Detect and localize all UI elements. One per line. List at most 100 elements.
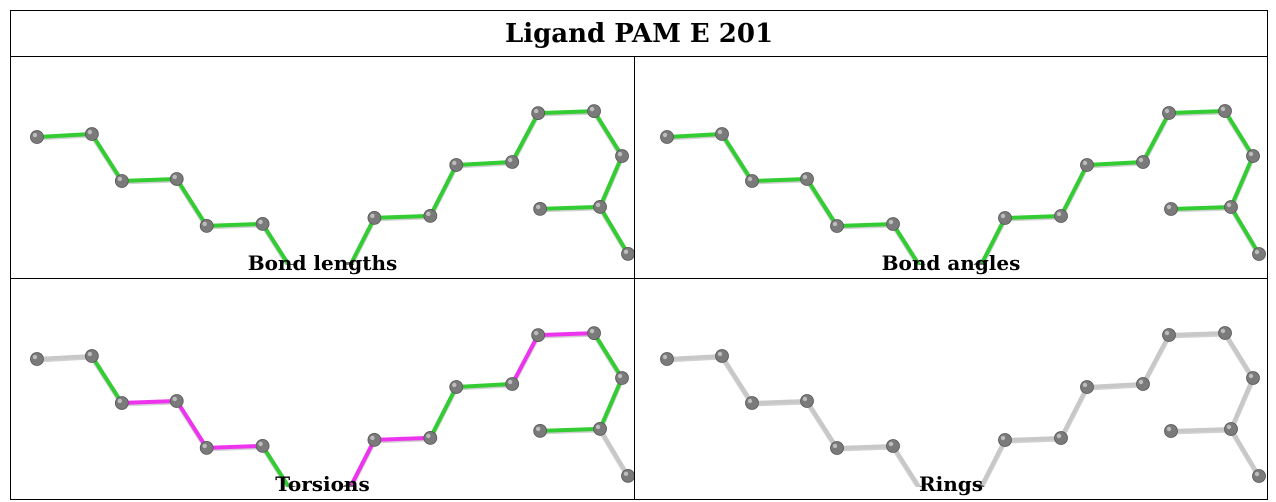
bond xyxy=(1085,160,1145,167)
atom xyxy=(367,211,382,225)
atom-highlight xyxy=(1164,330,1170,336)
atom xyxy=(449,380,464,394)
atom xyxy=(423,209,438,223)
bond xyxy=(1167,109,1227,115)
atom-highlight xyxy=(1138,157,1144,163)
atom xyxy=(998,433,1012,447)
atom xyxy=(423,431,438,445)
atom-highlight xyxy=(1056,433,1062,439)
bond xyxy=(34,354,94,362)
bond xyxy=(204,221,265,228)
bond xyxy=(805,177,839,228)
bond xyxy=(598,426,631,478)
atom xyxy=(1164,424,1178,438)
atom-highlight xyxy=(258,219,263,225)
bond xyxy=(34,132,94,140)
bond xyxy=(260,221,292,265)
atom-highlight xyxy=(589,328,595,334)
atom-highlight xyxy=(370,213,375,219)
atom-highlight xyxy=(452,382,457,388)
atom xyxy=(199,441,214,455)
bond xyxy=(1085,382,1145,389)
bond xyxy=(348,437,377,487)
atom-highlight xyxy=(662,354,668,360)
atom xyxy=(973,484,985,487)
bond xyxy=(174,398,209,450)
atom xyxy=(615,149,629,163)
atom-highlight xyxy=(1254,471,1260,477)
molecule-view-bond-lengths xyxy=(30,104,634,265)
atom xyxy=(1136,377,1150,391)
atom xyxy=(1246,149,1260,163)
atom-highlight xyxy=(87,351,93,357)
atom-highlight xyxy=(802,174,808,180)
atom xyxy=(1162,106,1176,120)
bond xyxy=(260,443,292,487)
atom-highlight xyxy=(32,132,38,138)
bond xyxy=(891,222,922,265)
atom-highlight xyxy=(452,160,457,166)
atom xyxy=(531,328,546,342)
atom-highlight xyxy=(508,157,513,163)
bond xyxy=(1223,331,1255,380)
bond xyxy=(1003,436,1063,442)
atom xyxy=(1164,202,1178,216)
atom-highlight xyxy=(535,204,541,210)
bond xyxy=(1059,163,1089,218)
atom xyxy=(1136,155,1150,169)
bond xyxy=(1059,385,1089,440)
atom xyxy=(660,352,674,366)
molecule-view-rings xyxy=(660,326,1266,487)
atom xyxy=(1080,380,1094,394)
atom xyxy=(998,211,1012,225)
atom-highlight xyxy=(172,174,177,180)
bond xyxy=(372,213,433,220)
atom xyxy=(886,217,900,231)
bond xyxy=(538,426,603,433)
atom-highlight xyxy=(1166,426,1172,432)
atom-highlight xyxy=(623,471,629,477)
bond xyxy=(1141,333,1171,386)
bond xyxy=(592,331,625,381)
atom xyxy=(342,261,355,265)
atom xyxy=(30,352,44,366)
atom xyxy=(505,155,520,169)
bond xyxy=(1229,376,1255,431)
bond xyxy=(750,399,809,405)
atom-highlight xyxy=(1226,424,1232,430)
atom-highlight xyxy=(595,202,601,208)
atom xyxy=(1218,104,1232,118)
atom xyxy=(830,441,844,455)
atom xyxy=(84,127,99,141)
atom-highlight xyxy=(87,129,93,135)
atom-highlight xyxy=(1254,249,1260,255)
bond xyxy=(536,331,597,338)
atom-highlight xyxy=(1000,435,1006,441)
atom-highlight xyxy=(535,426,541,432)
atom-highlight xyxy=(662,132,668,138)
atom-highlight xyxy=(533,330,539,336)
atom xyxy=(255,439,270,453)
atom-highlight xyxy=(1056,211,1062,217)
bond xyxy=(348,215,377,265)
atom-highlight xyxy=(32,354,38,360)
atom-highlight xyxy=(1220,328,1226,334)
atom-highlight xyxy=(426,211,431,217)
atom xyxy=(169,172,184,186)
atom xyxy=(587,326,601,340)
panel-caption-bond-angles: Bond angles xyxy=(881,251,1021,275)
atom-highlight xyxy=(1248,151,1254,157)
atom-highlight xyxy=(508,379,513,385)
molecule-view-bond-angles xyxy=(660,104,1266,265)
atom xyxy=(587,104,601,118)
atom xyxy=(169,394,184,408)
bond xyxy=(835,444,895,450)
atom xyxy=(1054,209,1068,223)
atom xyxy=(449,158,464,172)
atom xyxy=(342,483,355,487)
atom-highlight xyxy=(832,221,838,227)
atom xyxy=(84,349,99,363)
atom xyxy=(30,130,44,144)
atom-highlight xyxy=(802,396,808,402)
atom xyxy=(199,219,214,233)
